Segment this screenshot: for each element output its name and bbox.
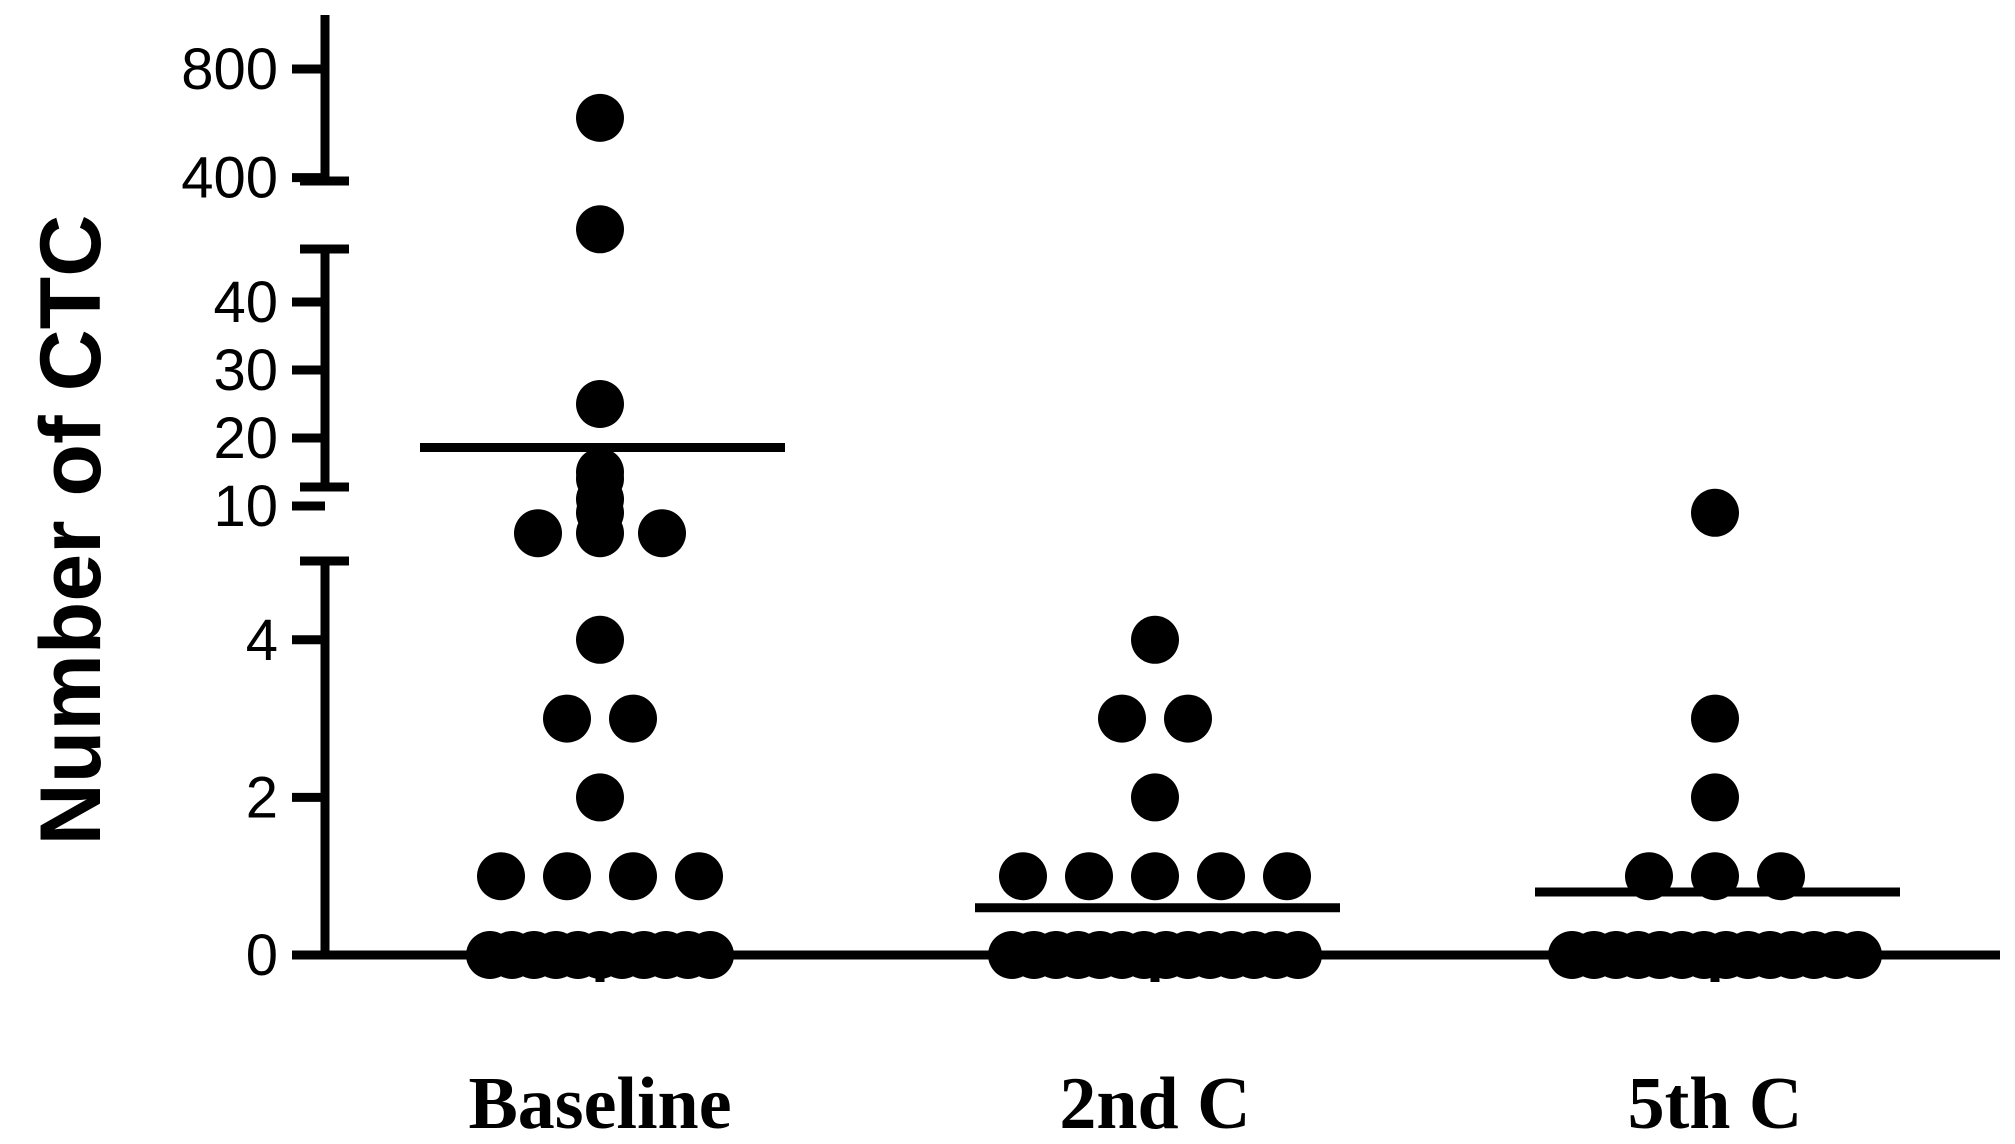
data-point: [576, 380, 624, 428]
data-point: [609, 694, 657, 743]
data-point: [477, 852, 525, 901]
data-point: [576, 205, 624, 254]
mean-lines: [420, 443, 1900, 913]
y-tick-label: 30: [213, 338, 278, 403]
data-point: [1131, 615, 1179, 664]
data-point: [638, 509, 686, 558]
data-point: [609, 852, 657, 901]
y-tick-label: 40: [213, 270, 278, 335]
data-point: [675, 852, 723, 901]
data-point: [1834, 931, 1882, 979]
category-label: 2nd C: [1059, 1063, 1250, 1144]
data-point: [1691, 488, 1739, 537]
category-label: Baseline: [468, 1063, 731, 1144]
data-point: [543, 694, 591, 743]
y-tick-label: 0: [246, 923, 278, 988]
data-point: [999, 852, 1047, 901]
data-point: [1691, 694, 1739, 743]
y-tick-label: 4: [246, 608, 278, 673]
data-point: [1263, 852, 1311, 901]
data-point: [1197, 852, 1245, 901]
data-point: [1098, 694, 1146, 743]
y-tick-label: 2: [246, 765, 278, 830]
data-points: [466, 93, 1882, 979]
category-labels: Baseline 2nd C 5th C: [468, 1063, 1802, 1144]
data-point: [1131, 773, 1179, 822]
data-point: [1691, 773, 1739, 822]
y-axis-title: Number of CTC: [23, 215, 119, 846]
data-point: [543, 852, 591, 901]
y-axis: [300, 15, 349, 955]
data-point: [576, 615, 624, 664]
y-tick-label: 20: [213, 406, 278, 471]
y-tick-label: 10: [213, 474, 278, 539]
data-point: [1131, 852, 1179, 901]
y-tick-label: 400: [181, 146, 278, 211]
y-tick-label: 800: [181, 37, 278, 102]
data-point: [1274, 931, 1322, 979]
data-point: [1164, 694, 1212, 743]
data-point: [576, 773, 624, 822]
category-label: 5th C: [1628, 1063, 1803, 1144]
data-point: [514, 509, 562, 558]
data-point: [576, 93, 624, 142]
data-point: [576, 448, 624, 496]
data-point: [686, 931, 734, 979]
data-point: [1065, 852, 1113, 901]
